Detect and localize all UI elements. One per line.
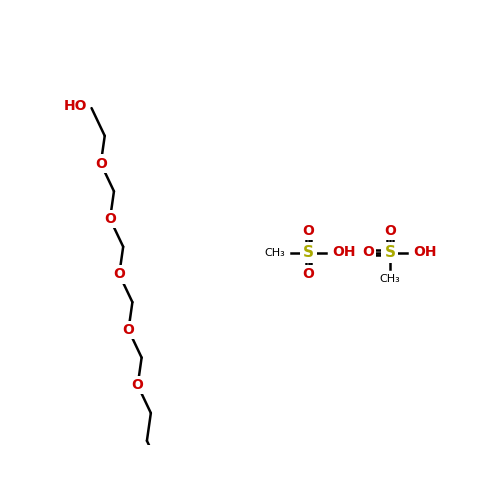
Text: O: O <box>362 246 374 260</box>
Text: O: O <box>122 323 134 337</box>
Text: O: O <box>132 378 143 392</box>
Text: S: S <box>384 245 396 260</box>
Text: CH₃: CH₃ <box>380 274 400 283</box>
Text: O: O <box>302 224 314 238</box>
Text: OH: OH <box>332 246 355 260</box>
Text: O: O <box>384 224 396 238</box>
Text: O: O <box>95 156 106 170</box>
Text: O: O <box>302 266 314 280</box>
Text: O: O <box>114 268 125 281</box>
Text: O: O <box>104 212 116 226</box>
Text: HO: HO <box>64 99 87 113</box>
Text: OH: OH <box>413 246 436 260</box>
Text: CH₃: CH₃ <box>264 248 285 258</box>
Text: S: S <box>303 245 314 260</box>
